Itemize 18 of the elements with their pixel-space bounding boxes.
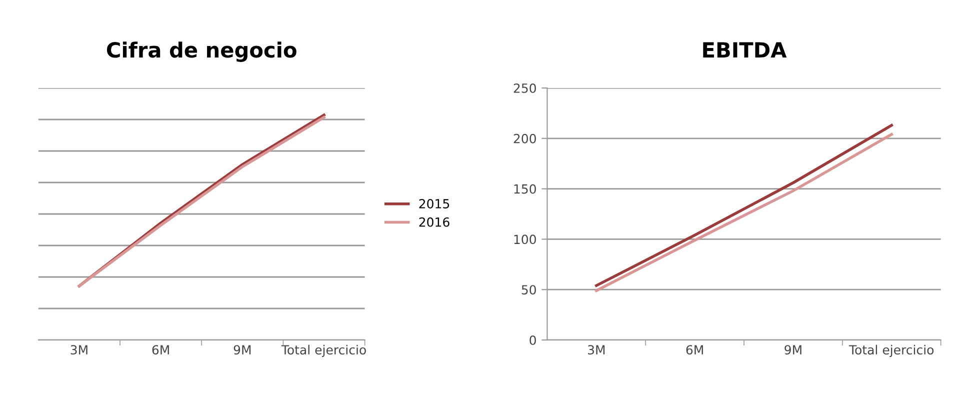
chart-title: EBITDA [703,42,787,58]
legend-label: 2016 [419,217,450,227]
y-tick-label: 50 [522,285,536,295]
y-tick-label: 200 [514,134,536,144]
x-tick-label: 6M [686,345,703,355]
y-tick-label: 250 [514,83,536,93]
y-tick-label: 0 [530,335,536,345]
legend-label: 2015 [419,199,450,208]
x-tick-label: 3M [70,345,88,355]
x-tick-label: 3M [588,345,605,355]
x-tick-label: Total ejercicio [281,344,366,357]
x-tick-label: Total ejercicio [848,344,934,357]
y-tick-label: 100 [514,234,536,244]
x-tick-label: 6M [152,345,169,355]
x-tick-label: 9M [784,345,802,355]
y-tick-label: 150 [514,184,536,194]
chart-title: Cifra de negocio [106,42,296,62]
x-tick-label: 9M [234,345,251,355]
